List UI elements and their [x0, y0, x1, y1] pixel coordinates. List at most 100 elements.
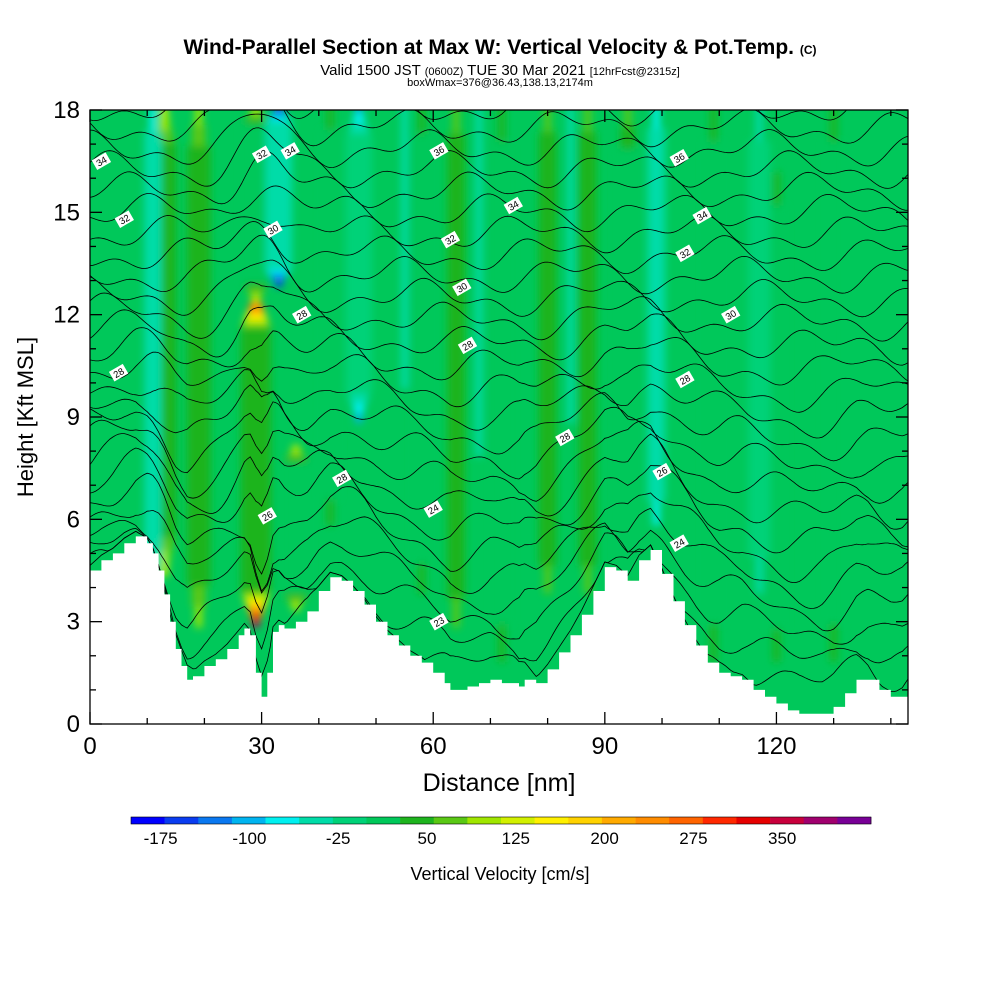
isentrope-line [90, 530, 908, 692]
downdraft-band [567, 110, 574, 423]
updraft-band [703, 110, 724, 662]
contour-label-text: 28 [112, 366, 127, 381]
contour-label-bg [114, 210, 134, 228]
contour-label-bg [457, 336, 478, 355]
contour-label-bg [91, 152, 112, 170]
colorbar-label: Vertical Velocity [cm/s] [410, 864, 589, 884]
isentrope-line [90, 127, 908, 189]
contour-label: 34 [280, 142, 300, 160]
contour-label-bg [669, 149, 689, 167]
colorbar-swatch [265, 817, 300, 824]
copyright-mark: (C) [799, 43, 817, 57]
x-tick-label: 0 [83, 733, 96, 760]
valid-time-utc: (0600Z) [424, 66, 464, 78]
contour-label-text: 23 [432, 615, 447, 630]
terrain-mask [90, 536, 908, 724]
velocity-level [647, 127, 666, 502]
velocity-level [538, 131, 557, 566]
isentrope-line [90, 433, 908, 530]
colorbar-swatch [669, 817, 704, 824]
contour-label-bg [675, 244, 695, 263]
updraft-band [538, 110, 557, 594]
contour-label: 36 [669, 149, 689, 167]
colorbar-ticks: -175 -100 -25 50 125 200 275 350 [144, 829, 797, 848]
contour-label: 28 [675, 370, 695, 389]
updraft-band [447, 110, 465, 628]
updraft-band [491, 110, 513, 662]
contour-label-bg [429, 612, 449, 631]
contour-label: 28 [292, 305, 312, 324]
colorbar-swatch [433, 817, 468, 824]
isentrope-line [90, 401, 908, 480]
box-max-info: boxWmax=376@36.43,138.13,2174m [407, 77, 593, 89]
velocity-level [578, 131, 597, 566]
contour-label-bg [429, 142, 449, 160]
colorbar-border [130, 816, 872, 825]
velocity-level [567, 110, 574, 423]
x-tick-label: 60 [420, 733, 447, 760]
chart-title-text: Wind-Parallel Section at Max W: Vertical… [183, 36, 794, 59]
colorbar-swatch [131, 817, 165, 824]
contour-label-text: 24 [426, 503, 441, 518]
contour-label-bg [332, 469, 352, 488]
isentrope-line [90, 185, 908, 233]
colorbar-swatch [601, 817, 636, 824]
velocity-bands [144, 110, 844, 662]
isentrope-line [90, 214, 908, 254]
updraft-band [320, 110, 340, 526]
downdraft-band [647, 110, 666, 526]
velocity-level [703, 142, 724, 624]
velocity-field [90, 110, 908, 724]
velocity-level [187, 146, 211, 586]
colorbar-swatch [467, 817, 502, 824]
isentrope-line [90, 327, 908, 386]
contour-label: 34 [692, 206, 712, 225]
y-axis-label: Height [Kft MSL] [13, 337, 38, 497]
contour-label-text: 28 [558, 431, 573, 446]
contour-labels: 23 24 24 26 26 28 28 28 28 28 28 30 30 30 32 32 32 32 34 34… [91, 142, 741, 631]
colorbar-swatch [299, 817, 334, 824]
isentrope-line [90, 507, 908, 609]
valid-date: TUE 30 Mar 2021 [467, 62, 586, 79]
isentrope-line [90, 150, 908, 211]
colorbar-tick-label: -175 [144, 829, 178, 848]
contour-label-bg [652, 462, 672, 481]
colorbar-tick-label: 275 [679, 829, 707, 848]
contour-label: 30 [452, 278, 472, 297]
contour-label-bg [452, 278, 472, 297]
chart-subtitle: Valid 1500 JST (0600Z) TUE 30 Mar 2021 [… [0, 62, 1000, 79]
contour-label-bg [263, 220, 283, 239]
contour-label-text: 28 [335, 472, 350, 487]
isentrope-line [90, 530, 908, 664]
contour-label: 28 [108, 363, 129, 382]
isentrope-line [90, 369, 908, 439]
contour-label-bg [669, 534, 689, 552]
colorbar-tick-label: 200 [590, 829, 618, 848]
colorbar-swatch [198, 817, 233, 824]
y-tick-label: 12 [53, 302, 80, 329]
forecast-info: [12hrFcst@2315z] [589, 66, 680, 78]
contour-label-bg [555, 428, 575, 447]
contour-label-text: 34 [506, 199, 521, 214]
downdraft-band [748, 110, 771, 594]
updraft-band [615, 110, 640, 628]
contour-label-text: 32 [678, 247, 693, 262]
downdraft-band [475, 110, 483, 458]
contour-label-text: 32 [117, 213, 132, 228]
contour-label: 26 [257, 507, 277, 525]
contour-label-text: 28 [295, 308, 310, 323]
isentrope-line [90, 384, 908, 462]
contour-label-text: 30 [724, 308, 739, 323]
contour-label: 36 [429, 142, 449, 160]
isentrope-line [90, 234, 908, 295]
velocity-level [240, 327, 271, 592]
y-tick-label: 6 [67, 506, 80, 533]
x-axis: 0 30 60 90 120 [83, 110, 892, 760]
colorbar-tick-label: 125 [502, 829, 530, 848]
isentrope-line [90, 113, 908, 169]
isentrope-line [90, 110, 908, 148]
contour-label-bg [292, 305, 312, 324]
contour-label-text: 30 [266, 223, 281, 238]
isentrope-line [90, 221, 908, 275]
